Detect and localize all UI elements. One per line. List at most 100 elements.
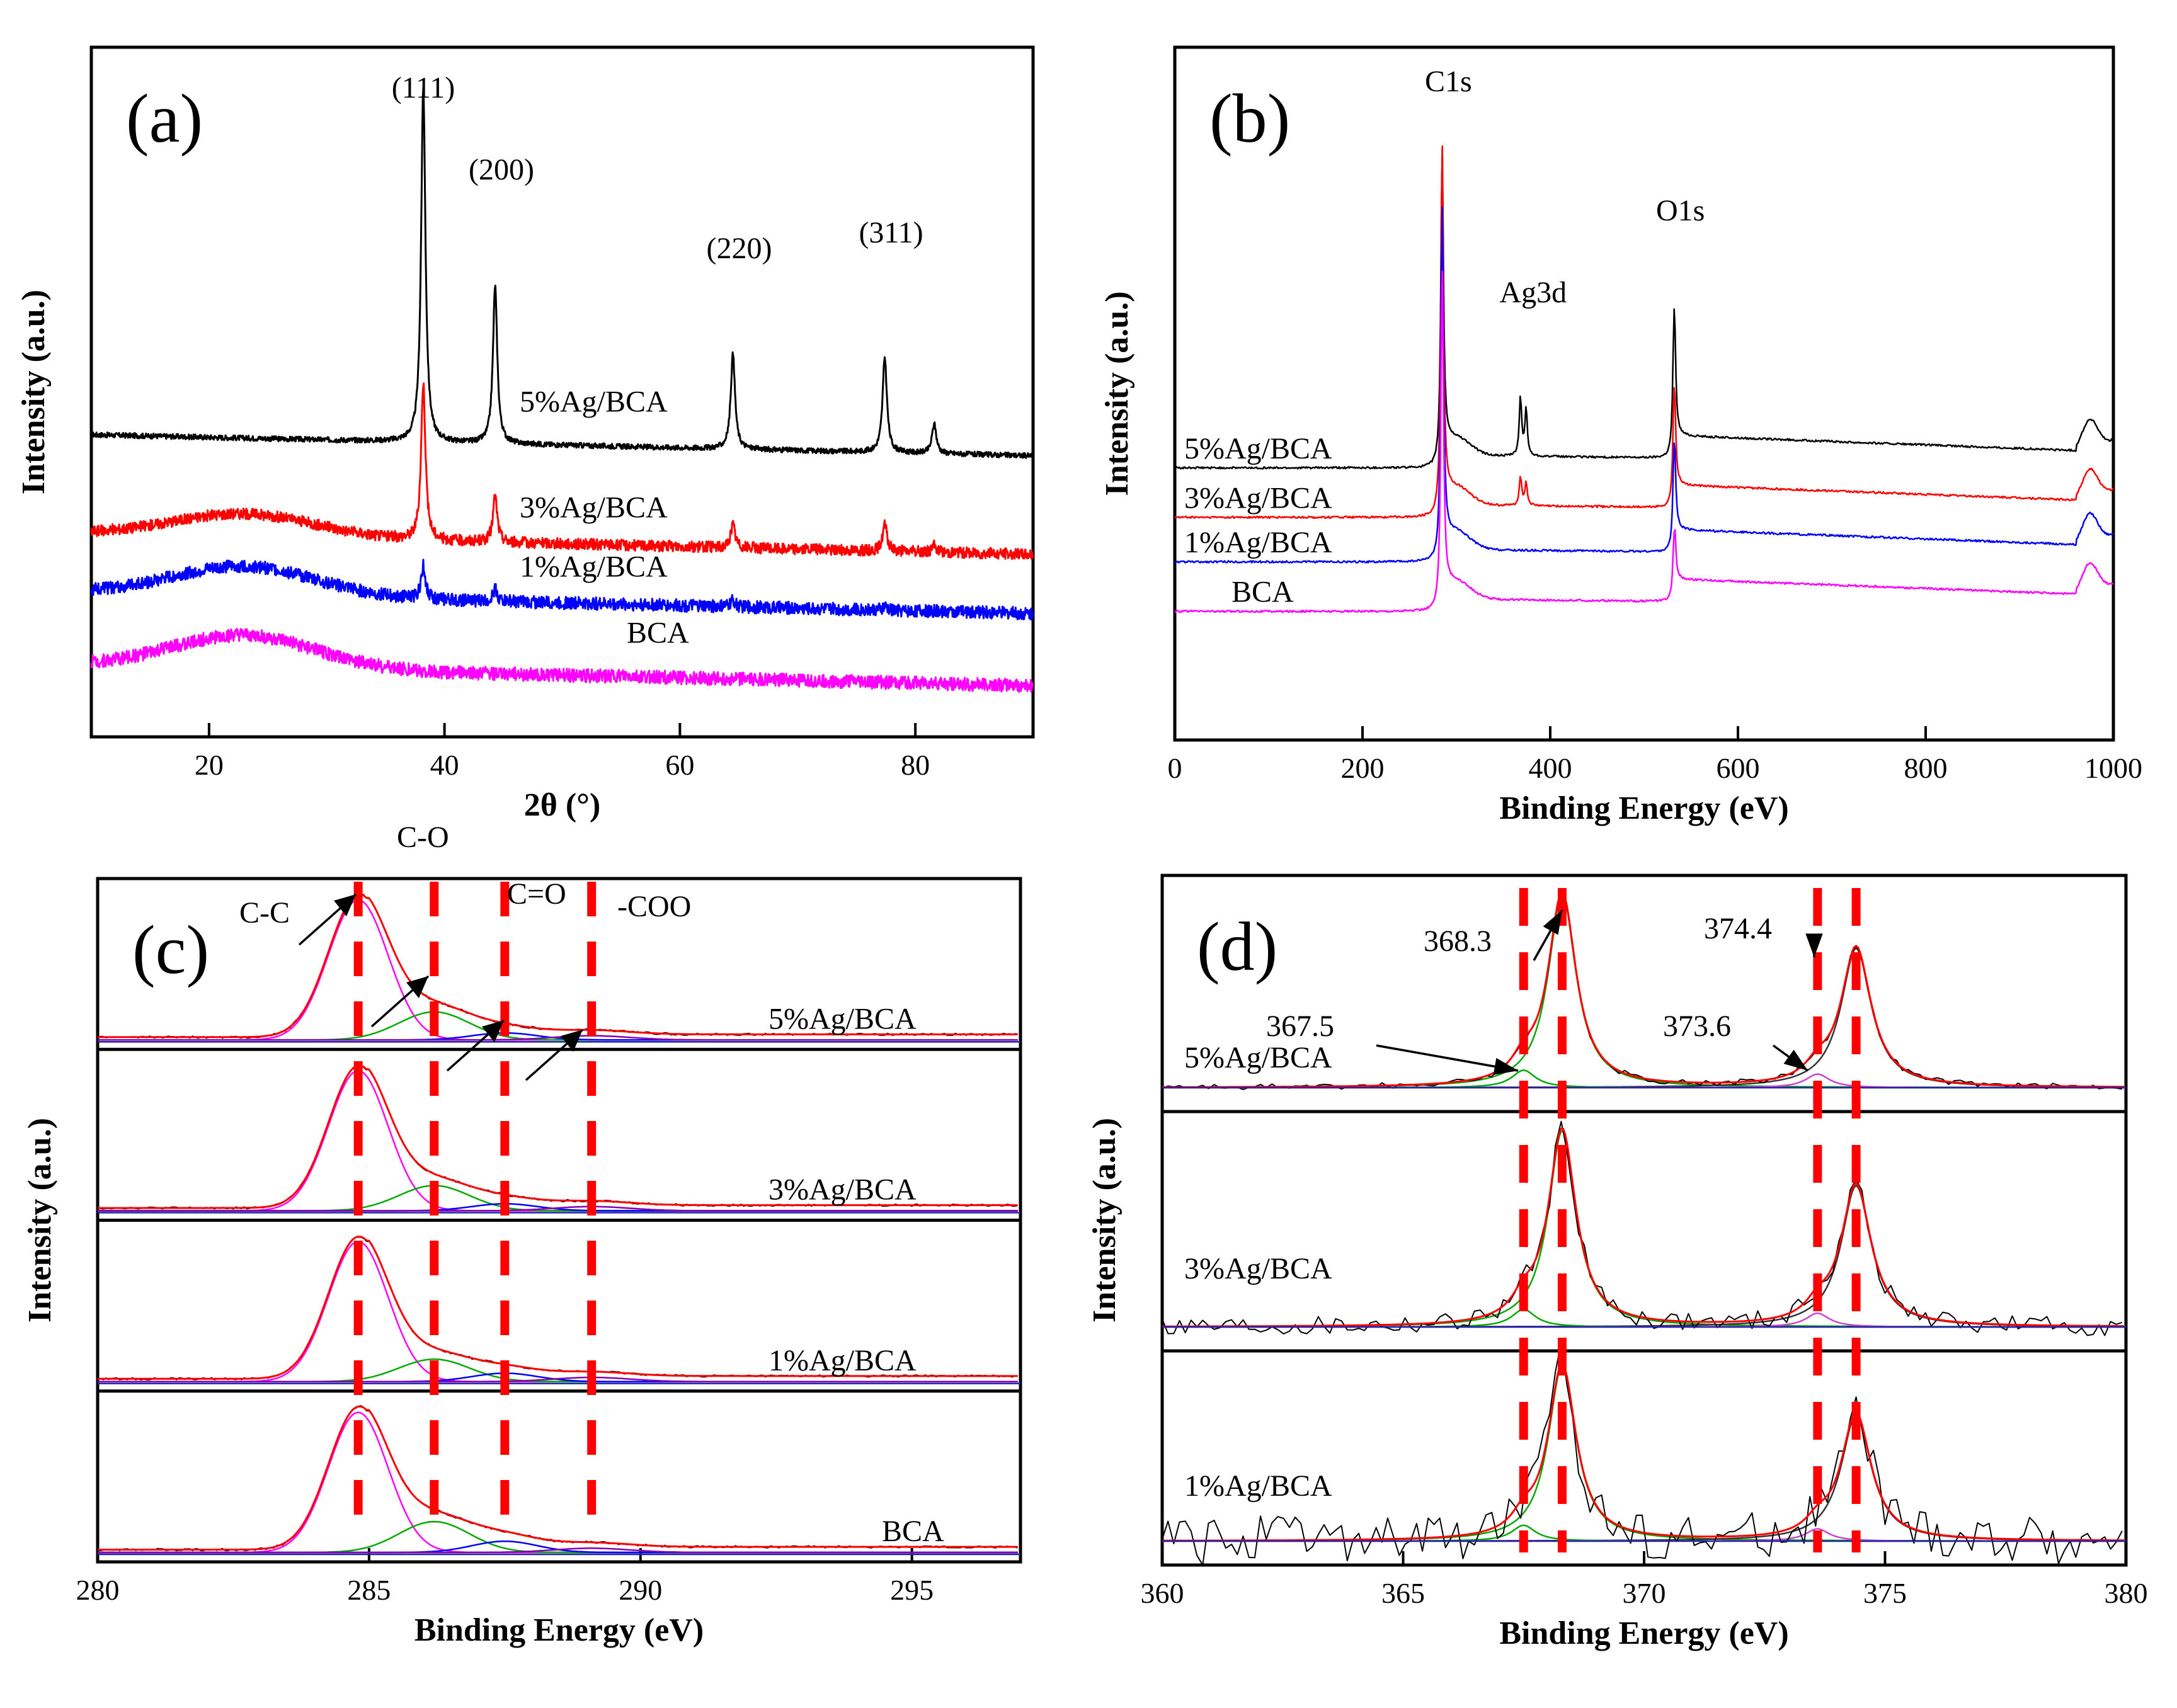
sample-label: 5%Ag/BCA xyxy=(1184,1041,1332,1074)
arrowhead-icon xyxy=(1543,910,1562,935)
xrd-series-line xyxy=(90,628,1034,693)
arrowhead-icon xyxy=(1493,1057,1518,1075)
x-tick-label: 295 xyxy=(890,1574,934,1606)
arrowhead-icon xyxy=(1783,1049,1808,1071)
fit-envelope-line xyxy=(1162,891,2124,1088)
panel-d: 360 365 370 375 380 Binding Energy (eV) Intens… xyxy=(1087,874,2148,1651)
peak-annotation: Ag3d xyxy=(1499,276,1567,309)
component-curve xyxy=(98,1035,1018,1041)
series-label: BCA xyxy=(627,616,689,649)
sample-label: 3%Ag/BCA xyxy=(769,1173,917,1207)
panel-label: (a) xyxy=(126,80,203,157)
peak-position-label: 367.5 xyxy=(1266,1010,1334,1043)
x-tick-label: 80 xyxy=(901,749,930,781)
arrowhead-icon xyxy=(482,1020,504,1042)
series-label: 3%Ag/BCA xyxy=(520,491,668,525)
fit-envelope-line xyxy=(98,1064,1018,1209)
fit-envelope-line xyxy=(1162,1362,2124,1542)
y-axis-title: Intensity (a.u.) xyxy=(16,290,52,494)
x-tick-label: 290 xyxy=(619,1574,662,1606)
panel-label: (d) xyxy=(1197,908,1277,985)
arrowhead-icon xyxy=(406,976,428,998)
arrowhead-icon xyxy=(334,894,356,916)
panel-c: 280 285 290 295 Binding Energy (eV) Intensity… xyxy=(22,821,1022,1648)
x-tick-label: 370 xyxy=(1623,1577,1666,1609)
xrd-series-line xyxy=(90,559,1034,621)
series-label: BCA xyxy=(1231,576,1294,609)
series-label: 3%Ag/BCA xyxy=(1184,481,1332,515)
x-tick-label: 200 xyxy=(1341,752,1385,784)
component-curve xyxy=(98,1205,1018,1212)
x-tick-label: 380 xyxy=(2105,1577,2148,1609)
plot-frame xyxy=(1173,45,2115,742)
x-axis-title: Binding Energy (eV) xyxy=(1499,1615,1788,1651)
peak-position-label: 368.3 xyxy=(1424,925,1492,958)
y-axis-title: Intensity (a.u.) xyxy=(1087,1118,1123,1323)
component-curve xyxy=(98,1376,1018,1383)
x-tick-label: 400 xyxy=(1529,752,1572,784)
component-curve xyxy=(98,1547,1018,1554)
raw-data-line xyxy=(1162,1120,2123,1336)
component-curve xyxy=(98,1411,1018,1554)
fit-envelope-line xyxy=(98,1235,1018,1380)
plot-frame xyxy=(89,45,1035,739)
fit-envelope-line xyxy=(98,893,1018,1039)
x-tick-label: 20 xyxy=(195,749,224,781)
annotation-arrow xyxy=(1376,1044,1519,1072)
panel-label: (b) xyxy=(1209,80,1290,157)
x-tick-label: 0 xyxy=(1168,752,1182,784)
peak-position-label: 373.6 xyxy=(1663,1010,1731,1043)
xps-survey-line xyxy=(1174,145,2114,520)
xrd-series-line xyxy=(91,86,1034,459)
fit-envelope-line xyxy=(98,1405,1018,1551)
peak-annotation: C1s xyxy=(1425,65,1472,98)
component-label: C-O xyxy=(397,821,449,854)
component-curve xyxy=(1162,1365,2124,1542)
xps-survey-line xyxy=(1174,206,2114,564)
component-curve xyxy=(98,1520,1018,1554)
peak-annotation: (220) xyxy=(706,232,772,265)
series-label: 1%Ag/BCA xyxy=(520,550,668,584)
x-axis-title: Binding Energy (eV) xyxy=(414,1612,704,1648)
x-tick-label: 285 xyxy=(347,1574,391,1606)
component-curve xyxy=(1162,1312,2124,1328)
x-axis-title: Binding Energy (eV) xyxy=(1499,790,1788,826)
series-label: 5%Ag/BCA xyxy=(1184,432,1332,465)
component-label: C=O xyxy=(507,877,566,911)
x-tick-label: 60 xyxy=(665,749,694,781)
peak-position-label: 374.4 xyxy=(1704,912,1772,945)
x-tick-label: 280 xyxy=(76,1574,120,1606)
x-tick-label: 375 xyxy=(1863,1577,1907,1609)
panel-a: 20 40 60 80 2θ (°) Intensity (a.u.) (a) 5%Ag/BC… xyxy=(16,45,1035,823)
sample-label: 5%Ag/BCA xyxy=(769,1002,917,1035)
xps-survey-line xyxy=(1174,145,2114,470)
x-tick-label: 1000 xyxy=(2084,752,2142,784)
x-tick-label: 40 xyxy=(430,749,459,781)
component-curve xyxy=(1162,1130,2124,1328)
panel-label: (c) xyxy=(132,911,209,988)
raw-data-line xyxy=(1162,1341,2123,1566)
arrowhead-icon xyxy=(561,1030,583,1052)
sample-label: 3%Ag/BCA xyxy=(1184,1252,1332,1285)
sample-label: 1%Ag/BCA xyxy=(1184,1469,1332,1503)
series-label: 5%Ag/BCA xyxy=(520,385,668,418)
x-tick-label: 800 xyxy=(1904,752,1948,784)
xps-survey-line xyxy=(1174,270,2114,613)
raw-data-line xyxy=(97,1405,1018,1552)
sample-label: 1%Ag/BCA xyxy=(769,1344,917,1377)
y-axis-title: Intensity (a.u.) xyxy=(1099,291,1135,496)
arrowhead-icon xyxy=(1805,933,1823,957)
sample-label: BCA xyxy=(882,1515,944,1548)
peak-annotation: O1s xyxy=(1656,194,1705,227)
series-label: 1%Ag/BCA xyxy=(1184,526,1332,559)
component-label: C-C xyxy=(239,896,290,930)
xrd-series-line xyxy=(90,382,1034,561)
panel-b: 0 200 400 600 800 1000 Binding Energy (eV) Inte… xyxy=(1099,45,2142,826)
peak-annotation: (311) xyxy=(859,216,923,249)
x-tick-label: 365 xyxy=(1381,1577,1425,1609)
fit-envelope-line xyxy=(1162,1127,2124,1328)
x-tick-label: 360 xyxy=(1141,1577,1184,1609)
component-label: -COO xyxy=(617,890,691,923)
x-tick-label: 600 xyxy=(1717,752,1760,784)
